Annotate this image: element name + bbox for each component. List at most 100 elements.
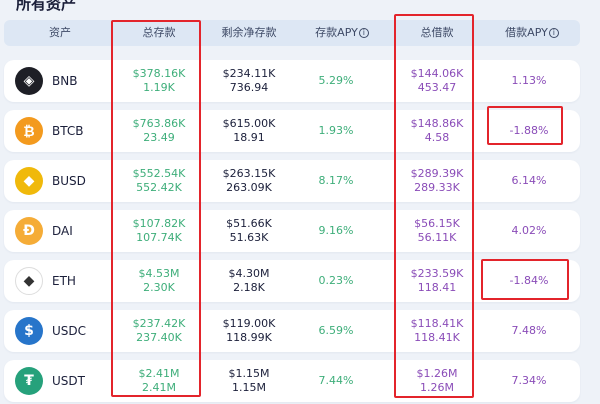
borrow-apy-cell: 4.02% <box>484 210 574 252</box>
deposit-apy-cell: 8.17% <box>296 160 376 202</box>
table-row[interactable]: ₮ USDT $2.41M 2.41M $1.15M 1.15M 7.44% $1.26M 1.… <box>4 360 580 402</box>
borrow-apy-cell: -1.88% <box>484 110 574 152</box>
total-borrow-amount: 1.26M <box>420 381 454 394</box>
total-deposit-cell: $4.53M 2.30K <box>114 260 204 302</box>
table-row[interactable]: ₿ BTCB $763.86K 23.49 $615.00K 18.91 1.93% $148… <box>4 110 580 152</box>
total-deposit-amount: 237.40K <box>136 331 182 344</box>
borrow-apy-cell: -1.84% <box>484 260 574 302</box>
total-deposit-usd: $552.54K <box>132 167 186 180</box>
total-borrow-cell: $56.15K 56.11K <box>396 210 478 252</box>
total-deposit-cell: $107.82K 107.74K <box>114 210 204 252</box>
table-row[interactable]: ◆ BUSD $552.54K 552.42K $263.15K 263.09K 8.17%… <box>4 160 580 202</box>
deposit-apy-label: 存款APY <box>315 26 358 39</box>
dai-icon: Đ <box>15 217 43 245</box>
asset-name: ETH <box>52 274 76 288</box>
borrow-apy-value: -1.88% <box>509 124 549 137</box>
asset-name: USDT <box>52 374 85 388</box>
remaining-deposit-amount: 2.18K <box>233 281 265 294</box>
deposit-apy-value: 1.93% <box>318 124 354 137</box>
remaining-deposit-usd: $263.15K <box>222 167 276 180</box>
column-header-total-borrow[interactable]: 总借款 <box>420 26 454 39</box>
remaining-deposit-amount: 736.94 <box>229 81 269 94</box>
asset-name: USDC <box>52 324 87 338</box>
column-header-deposit-apy[interactable]: 存款APY i <box>296 20 388 46</box>
remaining-deposit-cell: $263.15K 263.09K <box>204 160 294 202</box>
total-borrow-usd: $289.39K <box>410 167 464 180</box>
table-row[interactable]: ◆ ETH $4.53M 2.30K $4.30M 2.18K 0.23% $233.59K 1… <box>4 260 580 302</box>
remaining-deposit-usd: $119.00K <box>222 317 276 330</box>
total-borrow-usd: $56.15K <box>414 217 460 230</box>
deposit-apy-value: 8.17% <box>318 174 354 187</box>
usdc-icon: $ <box>15 317 43 345</box>
deposit-apy-value: 7.44% <box>318 374 354 387</box>
remaining-deposit-usd: $51.66K <box>226 217 272 230</box>
remaining-deposit-cell: $234.11K 736.94 <box>204 60 294 102</box>
table-header: 资产 总存款 剩余净存款 存款APY i 总借款 借款APY i <box>4 20 580 46</box>
deposit-apy-cell: 9.16% <box>296 210 376 252</box>
total-deposit-usd: $4.53M <box>138 267 180 280</box>
deposit-apy-value: 0.23% <box>318 274 354 287</box>
remaining-deposit-amount: 51.63K <box>229 231 269 244</box>
column-header-asset: 资产 <box>49 26 71 39</box>
asset-name: BTCB <box>52 124 84 138</box>
total-borrow-usd: $144.06K <box>410 67 464 80</box>
remaining-deposit-usd: $4.30M <box>228 267 270 280</box>
total-deposit-amount: 2.41M <box>142 381 176 394</box>
deposit-apy-cell: 0.23% <box>296 260 376 302</box>
borrow-apy-cell: 7.34% <box>484 360 574 402</box>
total-deposit-cell: $763.86K 23.49 <box>114 110 204 152</box>
deposit-apy-cell: 7.44% <box>296 360 376 402</box>
borrow-apy-value: 7.48% <box>511 324 547 337</box>
borrow-apy-value: -1.84% <box>509 274 549 287</box>
remaining-deposit-amount: 263.09K <box>226 181 272 194</box>
remaining-deposit-cell: $615.00K 18.91 <box>204 110 294 152</box>
total-deposit-amount: 552.42K <box>136 181 182 194</box>
remaining-deposit-cell: $119.00K 118.99K <box>204 310 294 352</box>
table-row[interactable]: $ USDC $237.42K 237.40K $119.00K 118.99K 6.59%… <box>4 310 580 352</box>
remaining-deposit-amount: 18.91 <box>233 131 265 144</box>
total-borrow-amount: 118.41 <box>417 281 457 294</box>
total-borrow-cell: $144.06K 453.47 <box>396 60 478 102</box>
total-deposit-usd: $763.86K <box>132 117 186 130</box>
borrow-apy-cell: 6.14% <box>484 160 574 202</box>
total-borrow-cell: $289.39K 289.33K <box>396 160 478 202</box>
bitcoin-icon: ₿ <box>15 117 43 145</box>
total-deposit-amount: 107.74K <box>136 231 182 244</box>
total-borrow-usd: $1.26M <box>416 367 458 380</box>
borrow-apy-cell: 7.48% <box>484 310 574 352</box>
total-borrow-cell: $118.41K 118.41K <box>396 310 478 352</box>
remaining-deposit-cell: $1.15M 1.15M <box>204 360 294 402</box>
remaining-deposit-usd: $615.00K <box>222 117 276 130</box>
total-deposit-usd: $237.42K <box>132 317 186 330</box>
total-borrow-amount: 453.47 <box>417 81 457 94</box>
column-header-borrow-apy[interactable]: 借款APY i <box>484 20 580 46</box>
table-row[interactable]: Đ DAI $107.82K 107.74K $51.66K 51.63K 9.16% $56… <box>4 210 580 252</box>
tether-icon: ₮ <box>15 367 43 395</box>
borrow-apy-value: 4.02% <box>511 224 547 237</box>
deposit-apy-cell: 5.29% <box>296 60 376 102</box>
remaining-deposit-cell: $4.30M 2.18K <box>204 260 294 302</box>
total-borrow-amount: 56.11K <box>417 231 457 244</box>
bnb-icon: ◈ <box>15 67 43 95</box>
total-deposit-cell: $378.16K 1.19K <box>114 60 204 102</box>
total-borrow-cell: $1.26M 1.26M <box>396 360 478 402</box>
total-borrow-amount: 4.58 <box>424 131 450 144</box>
total-borrow-cell: $148.86K 4.58 <box>396 110 478 152</box>
table-row[interactable]: ◈ BNB $378.16K 1.19K $234.11K 736.94 5.29% $144… <box>4 60 580 102</box>
deposit-apy-cell: 1.93% <box>296 110 376 152</box>
info-icon[interactable]: i <box>358 28 369 38</box>
total-borrow-usd: $148.86K <box>410 117 464 130</box>
info-icon[interactable]: i <box>548 28 559 38</box>
total-borrow-usd: $233.59K <box>410 267 464 280</box>
total-deposit-amount: 23.49 <box>143 131 175 144</box>
remaining-deposit-usd: $1.15M <box>228 367 270 380</box>
borrow-apy-value: 7.34% <box>511 374 547 387</box>
column-header-remaining-deposit[interactable]: 剩余净存款 <box>221 26 277 39</box>
total-deposit-amount: 1.19K <box>143 81 175 94</box>
total-borrow-usd: $118.41K <box>410 317 464 330</box>
remaining-deposit-amount: 118.99K <box>226 331 272 344</box>
total-deposit-cell: $552.54K 552.42K <box>114 160 204 202</box>
remaining-deposit-usd: $234.11K <box>222 67 276 80</box>
asset-name: DAI <box>52 224 73 238</box>
column-header-total-deposit[interactable]: 总存款 <box>142 26 176 39</box>
